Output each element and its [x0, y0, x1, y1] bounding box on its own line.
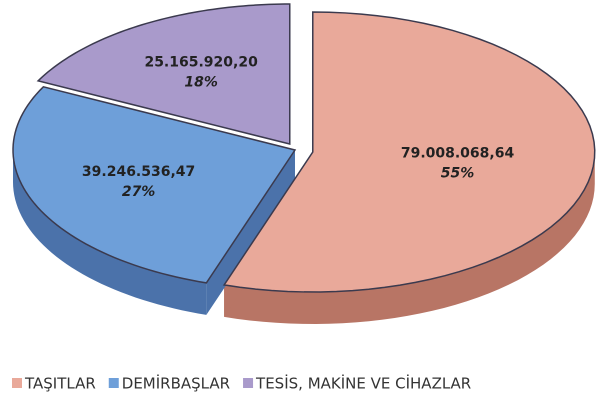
pie-slice-side: [13, 150, 207, 315]
percentage-label: 18%: [184, 74, 218, 90]
data-label: 39.246.536,47: [82, 164, 195, 180]
pie-slice-side: [224, 152, 595, 324]
pie-slice: [12, 85, 297, 284]
legend-label: TAŞITLAR: [24, 375, 96, 393]
legend: TAŞITLAR DEMİRBAŞLAR TESİS, MAKİNE VE CİHA…: [12, 374, 471, 393]
data-label: 79.008.068,64: [401, 146, 515, 162]
percentage-label: 27%: [122, 184, 156, 200]
legend-swatch: [243, 378, 254, 388]
pie-slice: [36, 3, 291, 145]
legend-label: DEMİRBAŞLAR: [122, 374, 230, 393]
data-label: 25.165.920,20: [144, 54, 258, 70]
pie-slice-wall: [206, 150, 295, 315]
legend-swatch: [108, 378, 119, 388]
legend-swatch: [12, 378, 22, 388]
pie-slice: [222, 11, 596, 293]
legend-label: TESİS, MAKİNE VE CİHAZLAR: [255, 374, 471, 393]
percentage-label: 55%: [441, 166, 475, 182]
